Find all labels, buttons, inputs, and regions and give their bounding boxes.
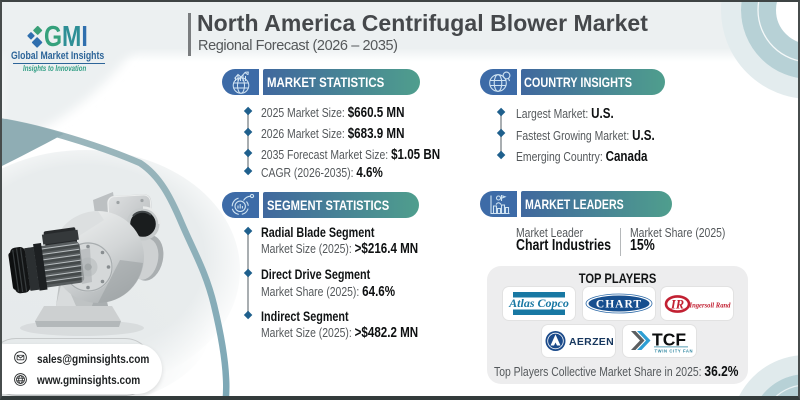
- svg-text:TWIN CITY FAN: TWIN CITY FAN: [655, 349, 694, 354]
- svg-text:Atlas Copco: Atlas Copco: [508, 296, 569, 310]
- svg-text:CHART: CHART: [596, 299, 642, 311]
- svg-text:TCF: TCF: [652, 330, 686, 350]
- svg-text:AERZEN: AERZEN: [569, 336, 614, 348]
- svg-text:IR: IR: [670, 298, 684, 312]
- svg-text:Ingersoll Rand: Ingersoll Rand: [689, 301, 731, 310]
